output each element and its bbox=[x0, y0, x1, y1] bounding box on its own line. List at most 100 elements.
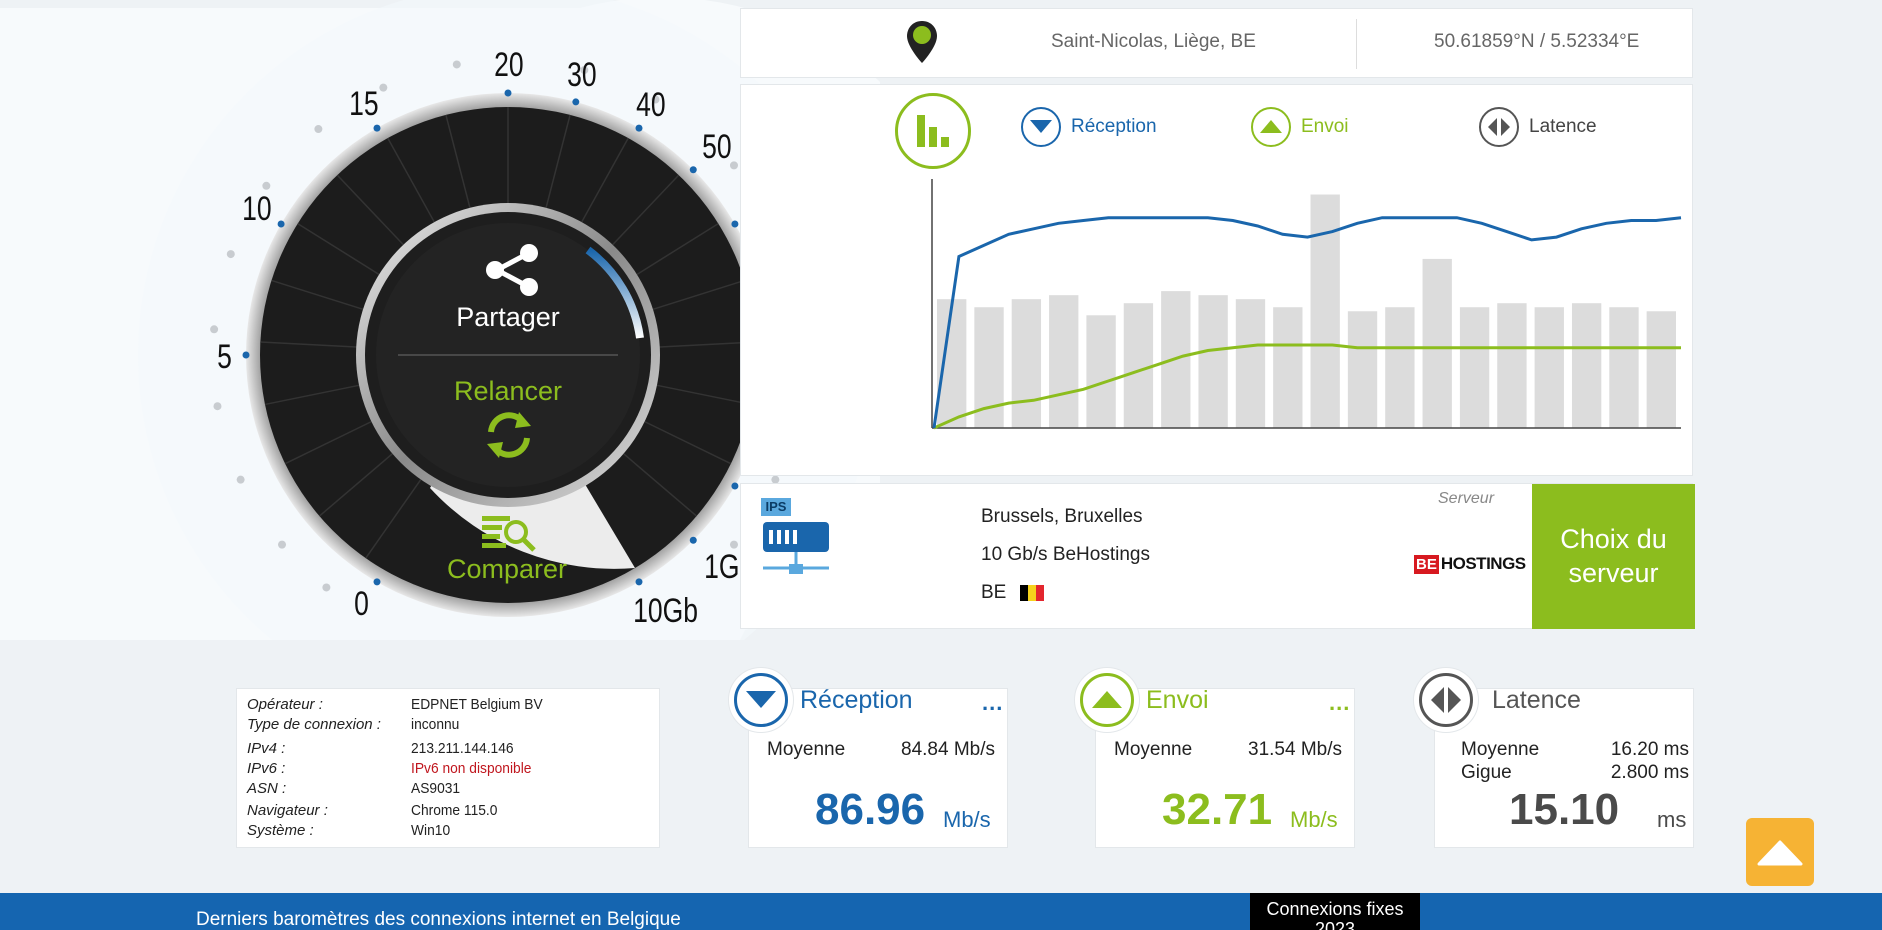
latency-bar bbox=[1123, 303, 1154, 428]
latency-card-icon bbox=[1413, 667, 1479, 733]
latency-unit: ms bbox=[1657, 807, 1687, 832]
share-button[interactable]: Partager bbox=[445, 238, 571, 338]
latency-bar bbox=[1086, 315, 1116, 428]
latency-jitter-value: 2.800 ms bbox=[1610, 762, 1689, 783]
barometer-bar: Derniers baromètres des connexions inter… bbox=[0, 893, 1882, 930]
download-more-button[interactable]: ... bbox=[982, 690, 1004, 715]
download-card-title: Réception bbox=[800, 686, 913, 714]
compare-label: Comparer bbox=[446, 554, 568, 584]
gauge-label-30: 30 bbox=[567, 56, 597, 94]
legend-latency-label: Latence bbox=[1529, 116, 1597, 137]
latency-bar bbox=[1235, 299, 1266, 428]
speed-chart bbox=[931, 179, 1682, 430]
upload-card-icon bbox=[1074, 667, 1140, 733]
ips-badge: IPS bbox=[761, 498, 791, 516]
refresh-icon bbox=[487, 412, 531, 458]
tab-fixed-connections-label: Connexions fixes bbox=[1266, 899, 1404, 919]
latency-bar bbox=[1534, 307, 1564, 428]
server-country: BE bbox=[981, 582, 1007, 603]
legend-download-label: Réception bbox=[1071, 116, 1157, 137]
legend-latency[interactable]: Latence bbox=[1479, 107, 1597, 147]
map-pin-icon bbox=[907, 21, 937, 63]
server-city: Brussels, Bruxelles bbox=[981, 506, 1143, 527]
gauge-label-20: 20 bbox=[494, 46, 524, 84]
share-icon bbox=[486, 244, 538, 296]
latency-icon bbox=[1479, 107, 1519, 147]
compare-icon bbox=[482, 516, 536, 552]
location-coords: 50.61859°N / 5.52334°E bbox=[1434, 31, 1640, 52]
download-series-line bbox=[932, 216, 1682, 429]
latency-bar bbox=[1385, 307, 1415, 428]
latency-bar bbox=[1571, 303, 1602, 428]
download-icon bbox=[1021, 107, 1061, 147]
info-row-ipv4: IPv4 :213.211.144.146 bbox=[247, 740, 514, 757]
download-avg-value: 84.84 Mb/s bbox=[901, 739, 995, 760]
upload-more-button[interactable]: ... bbox=[1329, 690, 1351, 715]
upload-unit: Mb/s bbox=[1290, 807, 1338, 832]
latency-bar bbox=[1459, 307, 1490, 428]
gauge-label-10gb: 10Gb bbox=[633, 592, 699, 630]
latency-bar bbox=[1609, 307, 1639, 428]
upload-avg-label: Moyenne bbox=[1114, 739, 1193, 760]
bar-chart-icon bbox=[917, 115, 949, 147]
share-label: Partager bbox=[456, 302, 560, 332]
download-unit: Mb/s bbox=[943, 807, 991, 832]
server-section-label: Serveur bbox=[1438, 490, 1495, 507]
gauge-label-15: 15 bbox=[349, 85, 379, 123]
latency-jitter-label: Gigue bbox=[1461, 762, 1512, 783]
latency-bar bbox=[1646, 311, 1676, 428]
restart-label: Relancer bbox=[453, 376, 563, 406]
upload-card-title: Envoi bbox=[1146, 686, 1209, 714]
gauge-label-50: 50 bbox=[702, 128, 732, 166]
arrow-up-icon bbox=[1757, 840, 1803, 866]
behostings-logo: BE HOSTINGS bbox=[1414, 554, 1526, 574]
barometer-text: Derniers baromètres des connexions inter… bbox=[196, 909, 681, 930]
chart-panel: Réception Envoi Latence bbox=[740, 84, 1693, 476]
info-row-system: Système : Win10 bbox=[247, 822, 451, 839]
download-result-card: Moyenne 84.84 Mb/s 86.96 Mb/s bbox=[748, 688, 1008, 848]
choose-server-button[interactable]: Choix du serveur bbox=[1532, 484, 1695, 629]
server-icon: IPS bbox=[757, 498, 837, 578]
tab-fixed-connections[interactable]: Connexions fixes 2023 bbox=[1250, 893, 1420, 930]
belgium-flag-icon bbox=[1020, 585, 1044, 601]
info-row-browser: Navigateur : Chrome 115.0 bbox=[247, 802, 498, 819]
gauge-label-5: 5 bbox=[217, 338, 232, 376]
latency-bar bbox=[1011, 299, 1042, 428]
info-row-asn: ASN : AS9031 bbox=[247, 780, 461, 797]
latency-bar bbox=[937, 299, 967, 428]
tab-fixed-connections-year: 2023 bbox=[1314, 919, 1356, 930]
latency-bar bbox=[1497, 303, 1527, 428]
connection-info: Opérateur : EDPNET Belgium BV Type de con… bbox=[236, 688, 660, 848]
speedometer bbox=[0, 0, 880, 640]
info-row-connection-type: Type de connexion : inconnu bbox=[247, 716, 460, 733]
server-provider: 10 Gb/s BeHostings bbox=[981, 544, 1150, 565]
latency-bar bbox=[1049, 295, 1079, 428]
upload-result-card: Moyenne 31.54 Mb/s 32.71 Mb/s bbox=[1095, 688, 1355, 848]
legend-upload[interactable]: Envoi bbox=[1251, 107, 1349, 147]
latency-result-card: Moyenne 16.20 ms Gigue 2.800 ms 15.10 ms bbox=[1434, 688, 1694, 848]
upload-avg-value: 31.54 Mb/s bbox=[1248, 739, 1342, 760]
upload-icon bbox=[1251, 107, 1291, 147]
download-value: 86.96 bbox=[815, 785, 926, 834]
gauge-label-10: 10 bbox=[242, 190, 272, 228]
divider bbox=[1356, 19, 1357, 69]
location-city: Saint-Nicolas, Liège, BE bbox=[1051, 31, 1256, 52]
latency-avg-label: Moyenne bbox=[1461, 739, 1540, 760]
restart-button[interactable]: Relancer bbox=[445, 372, 571, 472]
legend-download[interactable]: Réception bbox=[1021, 107, 1157, 147]
latency-bar bbox=[1347, 311, 1378, 428]
download-avg-label: Moyenne bbox=[767, 739, 846, 760]
latency-avg-value: 16.20 ms bbox=[1610, 739, 1689, 760]
latency-card-title: Latence bbox=[1492, 686, 1581, 714]
location-bar: Saint-Nicolas, Liège, BE 50.61859°N / 5.… bbox=[740, 8, 1693, 78]
compare-button[interactable]: Comparer bbox=[432, 510, 582, 590]
scroll-to-top-button[interactable] bbox=[1746, 818, 1814, 886]
upload-series-line bbox=[933, 343, 1681, 430]
latency-value: 15.10 bbox=[1509, 785, 1620, 834]
chart-toggle-button[interactable] bbox=[895, 93, 971, 169]
info-row-operator: Opérateur : EDPNET Belgium BV bbox=[247, 696, 543, 713]
latency-bar bbox=[1198, 295, 1228, 428]
download-card-icon bbox=[728, 667, 794, 733]
gauge-label-0: 0 bbox=[354, 585, 369, 623]
gauge-label-40: 40 bbox=[636, 86, 666, 124]
